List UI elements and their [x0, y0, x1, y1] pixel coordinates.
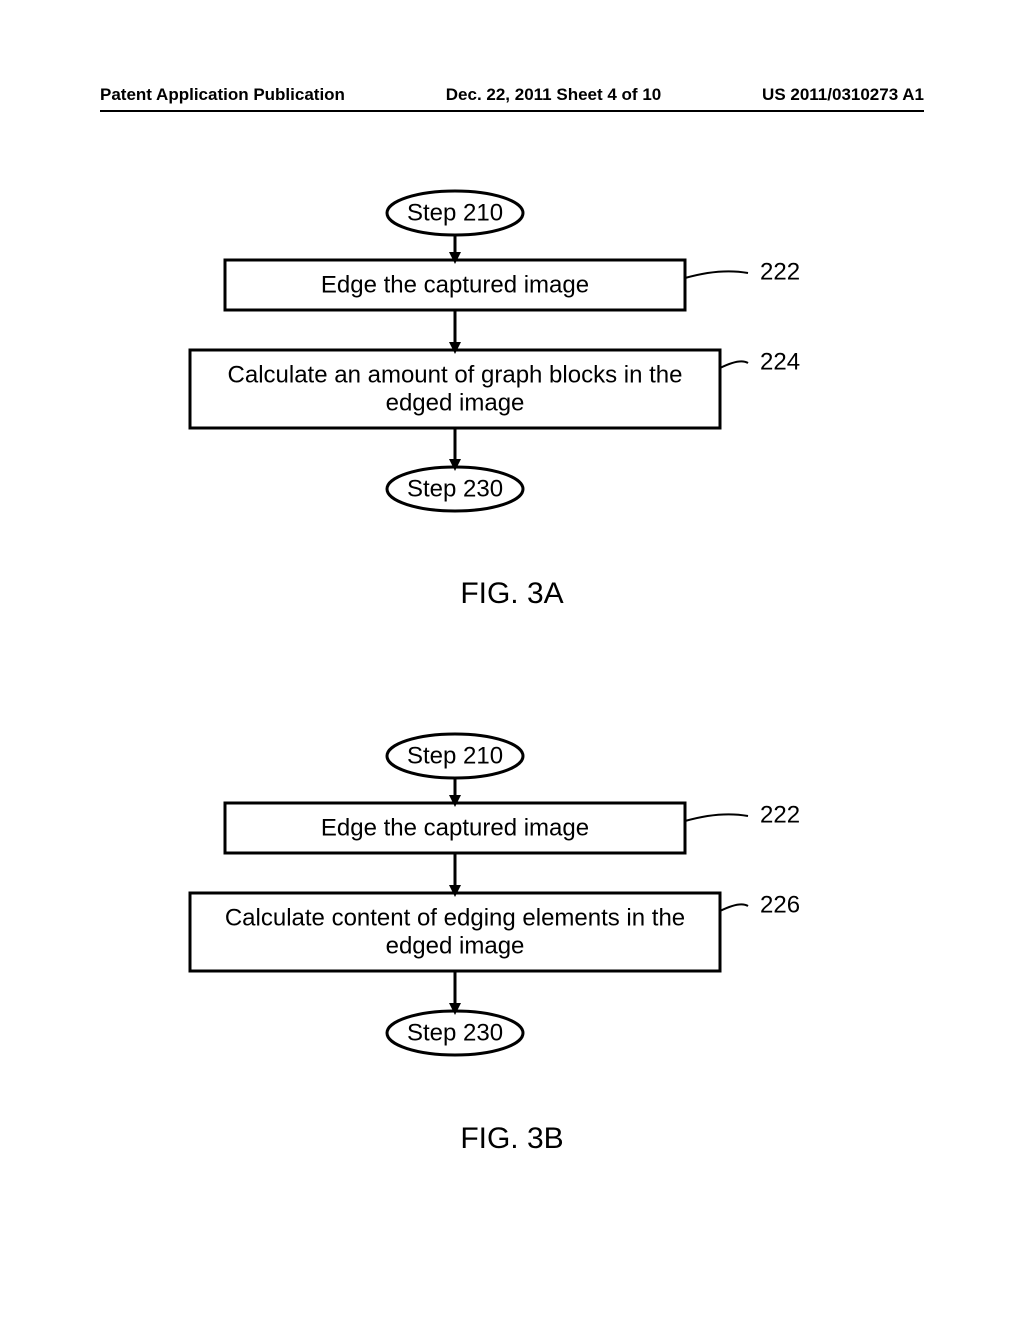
ref-leader	[720, 904, 748, 911]
ref-leader	[685, 271, 748, 278]
figure-caption: FIG. 3A	[460, 577, 563, 610]
flow-process-label: edged image	[386, 933, 525, 960]
flow-terminator-label: Step 230	[407, 1020, 503, 1047]
ref-number: 222	[760, 801, 800, 828]
ref-leader	[720, 361, 748, 368]
ref-number: 224	[760, 348, 800, 375]
ref-number: 222	[760, 258, 800, 285]
ref-leader	[685, 814, 748, 821]
flow-process-label: Calculate content of edging elements in …	[225, 905, 685, 932]
flow-process-label: Edge the captured image	[321, 272, 589, 299]
figure-caption: FIG. 3B	[460, 1122, 563, 1155]
flow-process-label: Calculate an amount of graph blocks in t…	[228, 362, 683, 389]
ref-number: 226	[760, 891, 800, 918]
flow-terminator-label: Step 230	[407, 476, 503, 503]
flow-terminator-label: Step 210	[407, 743, 503, 770]
flow-process-label: edged image	[386, 390, 525, 417]
flow-process-label: Edge the captured image	[321, 815, 589, 842]
flow-terminator-label: Step 210	[407, 200, 503, 227]
diagram-canvas: Step 210 Edge the captured image Calculate…	[0, 0, 1024, 1320]
page: Patent Application Publication Dec. 22, …	[0, 0, 1024, 1320]
